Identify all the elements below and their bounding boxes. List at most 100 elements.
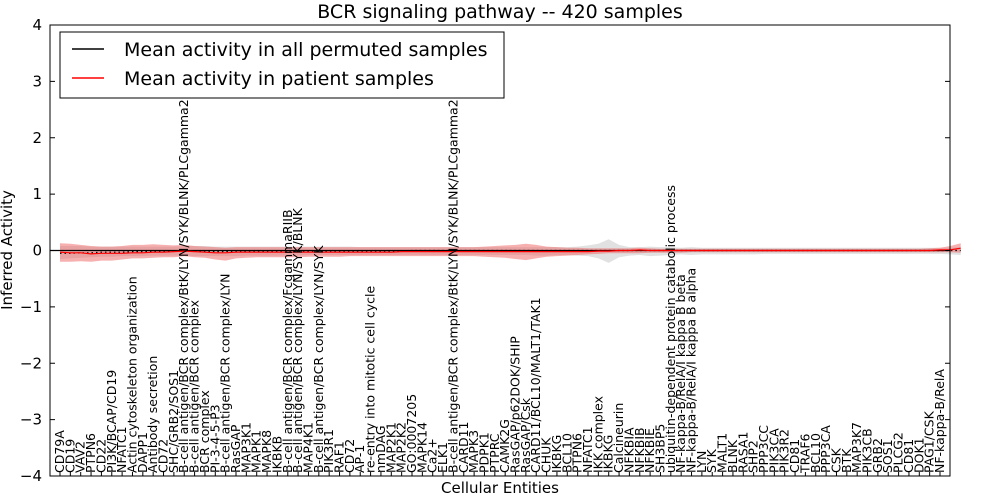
entity-label: CSK: [829, 447, 844, 473]
entity-label: SYK: [704, 448, 719, 473]
entity-label: BCL10: [808, 433, 823, 473]
entity-label: CARD11: [456, 422, 471, 474]
entity-label: NFKBIA: [621, 427, 636, 473]
entity-label: GO:0007205: [404, 394, 419, 473]
y-axis-ticks: −4 −3 −2 −1 0 1 2 3 4: [20, 16, 950, 485]
entity-label: IKBKB: [269, 436, 284, 473]
entity-label: MAPK1: [249, 430, 264, 473]
entity-label: CAMK2G: [497, 419, 512, 473]
y-tick-label: 4: [32, 16, 42, 34]
entity-label: CD72: [156, 439, 171, 473]
y-tick-label: 3: [32, 72, 42, 90]
entity-label: VAV2: [73, 441, 88, 473]
y-tick-label: 1: [32, 185, 42, 203]
entity-label: Actin cytoskeleton organization: [125, 276, 140, 473]
entity-label: CD81: [787, 439, 802, 473]
entity-label: B-cell antigen/BCR complex/LYN: [218, 274, 233, 474]
entity-label: RasGAP: [228, 424, 243, 473]
entity-label: RasGAP/Csk: [518, 397, 533, 473]
entity-label: B-cell antigen/BCR complex/BtK/LYN/SYK/B…: [176, 99, 191, 473]
entity-label: BTK: [839, 448, 854, 473]
entity-label: NFATC1: [580, 426, 595, 473]
entity-label: RasGAP/p62DOK/SHIP: [508, 336, 523, 473]
entity-label: MALT1: [715, 433, 730, 473]
entity-label: IKK complex: [590, 396, 605, 473]
entity-label: MAP4K1: [301, 422, 316, 473]
entity-label: MAP2K1: [383, 422, 398, 473]
entity-label: Antibody secretion: [145, 356, 160, 473]
entity-label: Ca2+: [425, 438, 440, 473]
entity-label: MAPK8: [259, 430, 274, 473]
series-line-1: [59, 247, 961, 255]
entity-label: Calcineurin: [611, 403, 626, 473]
entity-label: PAG1/CSK: [922, 410, 937, 473]
legend: Mean activity in all permuted samples Me…: [59, 31, 505, 99]
entity-label: MAP2K2: [394, 422, 409, 473]
entity-label: SOS1: [880, 439, 895, 473]
entity-label: PDPK1: [477, 432, 492, 473]
entity-label: PI3K/BCAP/CD19: [104, 370, 119, 473]
entity-label: PTPRC: [487, 433, 502, 473]
entity-label: PPP3CC: [756, 425, 771, 473]
entity-label: DOK1: [911, 437, 926, 473]
entity-label: CD19: [62, 439, 77, 473]
entity-label: B-cell antigen/BCR complex: [187, 300, 202, 473]
x-axis-label: Cellular Entities: [441, 479, 559, 497]
entity-label: CD22: [93, 439, 108, 473]
entity-label: PIK3R1: [321, 429, 336, 473]
entity-label: AP-1: [352, 445, 367, 473]
entity-label: BCL10: [559, 433, 574, 473]
entity-label: PPP3CA: [818, 425, 833, 473]
entity-label: re-entry into mitotic cell cycle: [363, 285, 378, 473]
entity-label: CARD11/BCL10/MALT1/TAK1: [528, 297, 543, 473]
entity-label: BCR complex: [197, 390, 212, 473]
entity-label: B-cell antigen/BCR complex/LYN/SYK/BLNK: [290, 207, 305, 473]
series-line-0: [60, 249, 961, 254]
entity-label: CD72: [342, 439, 357, 473]
entity-label: NFATC1: [114, 426, 129, 473]
chart-title: BCR signaling pathway -- 420 samples: [317, 1, 683, 23]
entity-label: NF-kappa-B/RelA/I kappa B alpha: [684, 268, 699, 473]
y-tick-label: 0: [32, 242, 42, 260]
entity-label: CD81: [901, 439, 916, 473]
entity-label: PIK3R2: [777, 429, 792, 473]
entity-label: DAPP1: [135, 432, 150, 473]
entity-labels: CD79ACD19VAV2PTPN6CD22PI3K/BCAP/CD19NFAT…: [52, 99, 947, 476]
entity-label: B-cell antigen/BCR complex/BtK/LYN/SYK/B…: [445, 99, 460, 473]
y-tick-label: −4: [20, 467, 42, 485]
entity-label: nmDAG: [373, 425, 388, 473]
entity-label: GRB2: [870, 438, 885, 473]
entity-label: ubiquitin-dependent protein catabolic pr…: [663, 185, 678, 473]
entity-label: MAP3K1: [238, 422, 253, 473]
series-lines: [59, 247, 961, 255]
entity-label: NF-kappa-B/RelA: [932, 369, 947, 473]
entity-label: SHC/GRB2/SOS1: [166, 370, 181, 473]
entity-label: NFKBIB: [632, 427, 647, 473]
entity-label: PTPN6: [570, 433, 585, 473]
entity-label: TRAF6: [797, 433, 812, 474]
entity-label: MAPK14: [414, 422, 429, 473]
entity-label: B-cell antigen/BCR complex/FcgammaRIIB: [280, 209, 295, 473]
entity-label: SH3BP5: [653, 424, 668, 473]
entity-label: ELK1: [435, 442, 450, 473]
entity-label: PIK3CA: [766, 428, 781, 473]
legend-label-permuted: Mean activity in all permuted samples: [124, 39, 487, 61]
entity-label: RASA1: [735, 432, 750, 473]
legend-label-patient: Mean activity in patient samples: [124, 68, 434, 90]
entity-label: MAP3K7: [849, 422, 864, 473]
entity-label: CD79A: [52, 430, 67, 473]
entity-label: RAF1: [332, 441, 347, 473]
entity-label: SHP2: [746, 440, 761, 473]
entity-label: CHUK: [539, 437, 554, 473]
y-axis-label: Inferred Activity: [0, 190, 16, 310]
entity-label: PTPN6: [83, 433, 98, 473]
entity-label: IKBKG: [549, 435, 564, 473]
y-tick-label: 2: [32, 129, 42, 147]
band-1: [60, 243, 961, 262]
entity-label: PIK3CB: [860, 428, 875, 473]
entity-label: NFKBIE: [642, 428, 657, 473]
entity-label: PLCG2: [891, 432, 906, 473]
y-tick-label: −3: [20, 411, 42, 429]
legend-box: [59, 31, 505, 99]
